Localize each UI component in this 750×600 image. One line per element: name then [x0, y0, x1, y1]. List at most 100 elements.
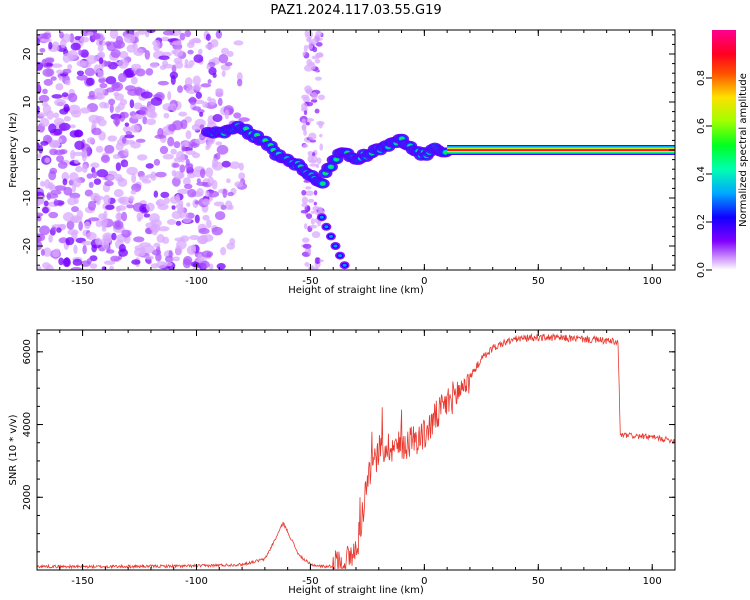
spectrogram-noise-blob	[123, 33, 136, 44]
spectrogram-noise-blob	[110, 255, 120, 262]
spectrogram-noise-blob	[38, 144, 44, 154]
spectrogram-noise-blob	[71, 206, 79, 213]
spectrogram-noise-blob	[191, 37, 201, 44]
spectrogram-noise-blob	[134, 86, 143, 95]
spectrogram-noise-blob	[86, 258, 92, 265]
spectrogram-noise-blob	[157, 127, 164, 138]
colorbar-tick-label: 0.2	[696, 214, 707, 230]
spectrogram-noise-blob	[67, 197, 77, 206]
spectrogram-noise-blob	[113, 117, 121, 126]
spectrogram-noise-blob	[305, 247, 312, 253]
spectrogram-noise-blob	[302, 96, 311, 103]
spectrogram-noise-blob	[59, 148, 68, 155]
spectrogram-noise-blob	[176, 207, 183, 214]
spectrogram-noise-blob	[153, 158, 161, 166]
spectrogram-noise-blob	[309, 163, 318, 167]
spectrogram-ridge-blob	[443, 150, 448, 154]
x-tick-label: 50	[532, 576, 545, 587]
spectrogram-noise-blob	[48, 41, 53, 50]
spectrogram-noise-blob	[64, 79, 71, 86]
spectrogram-noise-blob	[153, 44, 161, 52]
spectrogram-noise-blob	[163, 197, 170, 205]
spectrogram-noise-blob	[76, 70, 85, 76]
spectrogram-noise-blob	[302, 123, 307, 132]
spectrogram-noise-blob	[105, 41, 112, 47]
spectrogram-noise-blob	[174, 245, 183, 256]
snr-x-label: Height of straight line (km)	[288, 585, 424, 596]
spectrogram-noise-blob	[57, 161, 68, 169]
snr-frame	[36, 329, 676, 571]
spectrogram-noise-blob	[124, 161, 129, 167]
spectrogram-noise-blob	[113, 188, 124, 198]
spectrogram-noise-blob	[86, 150, 91, 157]
spectrogram-noise-blob	[114, 106, 121, 113]
spectrogram-noise-blob	[319, 143, 324, 151]
spectrogram-noise-blob	[37, 265, 42, 270]
spectrogram-noise-blob	[304, 190, 314, 196]
spectrogram-noise-blob	[305, 121, 310, 126]
spectrogram-noise-blob	[72, 258, 83, 266]
spectrogram-noise-blob	[59, 38, 67, 49]
spectrogram-noise-blob	[306, 118, 315, 122]
spectrogram-noise-blob	[140, 91, 153, 99]
spectrogram-noise-blob	[309, 224, 318, 229]
spectrogram-noise-blob	[88, 114, 101, 124]
spectrogram-noise-blob	[186, 202, 191, 207]
spectrogram-noise-blob	[69, 192, 81, 199]
spectrogram-noise-blob	[80, 49, 89, 58]
spectrogram-noise-blob	[78, 221, 84, 231]
spectrogram-noise-blob	[145, 118, 157, 126]
spectrogram-noise-blob	[99, 101, 108, 109]
spectrogram-noise-blob	[195, 91, 203, 99]
spectrogram-noise-blob	[144, 255, 154, 260]
spectrogram-noise-blob	[308, 132, 317, 141]
spectrogram-noise-blob	[57, 138, 63, 143]
spectrogram-noise-blob	[143, 213, 151, 218]
spectrogram-noise-blob	[211, 226, 223, 236]
spectrogram-noise-blob	[73, 244, 78, 255]
spectrogram-branch-blob	[319, 215, 324, 219]
spectrogram-noise-blob	[314, 266, 319, 270]
spectrogram-noise-blob	[315, 30, 322, 38]
spectrogram-noise-blob	[192, 106, 202, 111]
spectrogram-noise-blob	[310, 99, 318, 103]
spectrogram-noise-blob	[141, 179, 152, 184]
spectrogram-x-label: Height of straight line (km)	[288, 285, 424, 296]
spectrogram-noise-blob	[76, 60, 87, 67]
spectrogram-noise-blob	[175, 220, 182, 226]
y-tick-label: 10	[22, 96, 33, 109]
spectrogram-noise-blob	[105, 76, 117, 85]
spectrogram-noise-blob	[115, 212, 123, 221]
spectrogram-noise-blob	[40, 37, 52, 43]
y-tick-label: -10	[22, 190, 33, 206]
spectrogram-noise-blob	[182, 258, 192, 269]
spectrogram-noise-blob	[111, 232, 117, 241]
spectrogram-noise-blob	[192, 75, 201, 86]
y-tick-label: 20	[22, 48, 33, 61]
spectrogram-noise-blob	[81, 163, 88, 173]
spectrogram-noise-blob	[318, 94, 325, 101]
spectrogram-noise-blob	[103, 260, 116, 266]
spectrogram-noise-blob	[44, 157, 51, 164]
spectrogram-noise-blob	[238, 172, 246, 180]
spectrogram-noise-blob	[152, 39, 161, 47]
spectrogram-noise-blob	[115, 142, 124, 151]
spectrogram-noise-blob	[69, 124, 76, 129]
spectrogram-noise-blob	[315, 41, 323, 47]
spectrogram-noise-blob	[136, 154, 148, 161]
spectrogram-noise-blob	[207, 190, 220, 198]
spectrogram-noise-blob	[115, 162, 122, 172]
spectrogram-noise-blob	[90, 192, 101, 202]
spectrogram-y-ticks: 20 10 0 -10 -20	[22, 34, 675, 266]
spectrogram-noise-blob	[188, 143, 194, 150]
spectrogram-noise-blob	[62, 178, 68, 186]
spectrogram-noise-blob	[173, 57, 183, 64]
spectrogram-noise-blob	[84, 189, 93, 197]
spectrogram-noise-blob	[305, 186, 312, 190]
spectrogram-noise-blob	[117, 177, 125, 183]
spectrogram-noise-blob	[314, 76, 322, 81]
spectrogram-noise-blob	[52, 249, 60, 258]
x-tick-label: 100	[643, 576, 662, 587]
spectrogram-noise-blob	[51, 226, 57, 231]
spectrogram-noise-blob	[149, 226, 157, 231]
